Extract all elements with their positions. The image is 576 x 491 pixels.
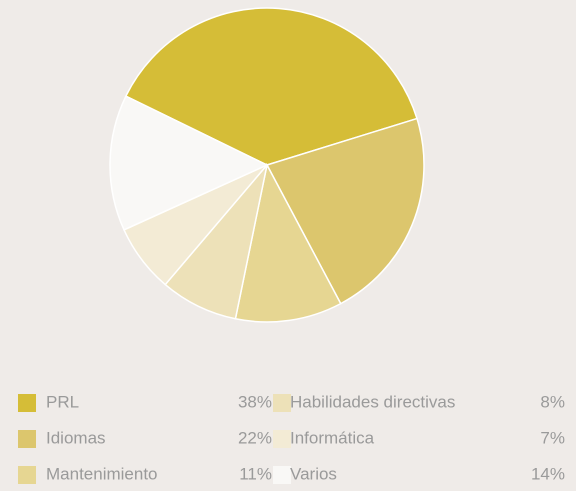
pie-slice — [265, 117, 425, 305]
pie-slice — [109, 95, 269, 231]
pie-slice — [124, 7, 418, 166]
legend-swatch — [273, 466, 291, 484]
legend-value: 38% — [238, 392, 272, 411]
legend-label: Idiomas — [46, 428, 106, 447]
legend-swatch — [18, 430, 36, 448]
pie-slice — [234, 162, 342, 323]
legend-label: Varios — [290, 464, 337, 483]
legend-value: 8% — [540, 392, 565, 411]
legend-value: 14% — [531, 464, 565, 483]
legend-label: Mantenimiento — [46, 464, 158, 483]
legend-swatch — [273, 394, 291, 412]
legend-swatch — [18, 394, 36, 412]
legend-value: 7% — [540, 428, 565, 447]
legend-label: PRL — [46, 392, 79, 411]
legend-label: Habilidades directivas — [290, 392, 455, 411]
legend-label: Informática — [290, 428, 375, 447]
legend-value: 22% — [238, 428, 272, 447]
legend-swatch — [273, 430, 291, 448]
legend-swatch — [18, 466, 36, 484]
legend-value: 11% — [239, 464, 272, 483]
